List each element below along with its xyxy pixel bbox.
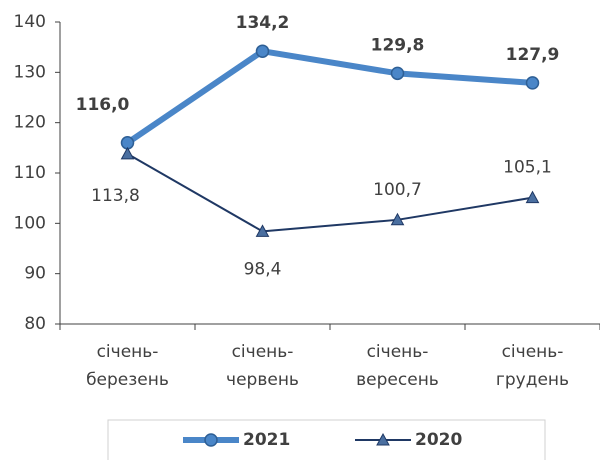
y-tick-label: 90 bbox=[24, 264, 46, 284]
x-tick-label: січень-грудень bbox=[496, 342, 569, 390]
point bbox=[255, 224, 270, 237]
data-label: 127,9 bbox=[506, 45, 560, 65]
y-tick-label: 140 bbox=[14, 12, 46, 32]
legend-marker bbox=[204, 433, 218, 447]
series-line bbox=[125, 48, 533, 146]
point bbox=[255, 44, 270, 58]
legend-box bbox=[107, 419, 546, 460]
data-label: 100,7 bbox=[373, 180, 422, 200]
y-tick-label: 80 bbox=[24, 314, 46, 334]
y-tick-label: 130 bbox=[14, 62, 46, 82]
series-line bbox=[127, 153, 533, 233]
x-tick-label: січень-червень bbox=[226, 342, 299, 390]
data-label: 113,8 bbox=[91, 186, 140, 206]
data-label: 134,2 bbox=[236, 13, 290, 33]
y-tick-label: 110 bbox=[14, 163, 46, 183]
point bbox=[120, 146, 135, 160]
data-label: 116,0 bbox=[76, 95, 130, 115]
point bbox=[525, 76, 540, 90]
x-tick-label: січень-березень bbox=[86, 342, 169, 390]
y-tick-label: 100 bbox=[14, 213, 46, 233]
y-tick-label: 120 bbox=[14, 113, 46, 133]
point bbox=[390, 66, 405, 81]
point bbox=[525, 190, 540, 204]
legend-label: 2021 bbox=[243, 430, 290, 450]
data-label: 98,4 bbox=[244, 259, 282, 279]
legend-marker bbox=[376, 432, 390, 446]
legend-label: 2020 bbox=[415, 430, 462, 450]
x-tick-label: січень-вересень bbox=[356, 342, 439, 390]
data-label: 129,8 bbox=[371, 35, 425, 55]
data-label: 105,1 bbox=[503, 158, 552, 178]
point bbox=[390, 212, 405, 226]
